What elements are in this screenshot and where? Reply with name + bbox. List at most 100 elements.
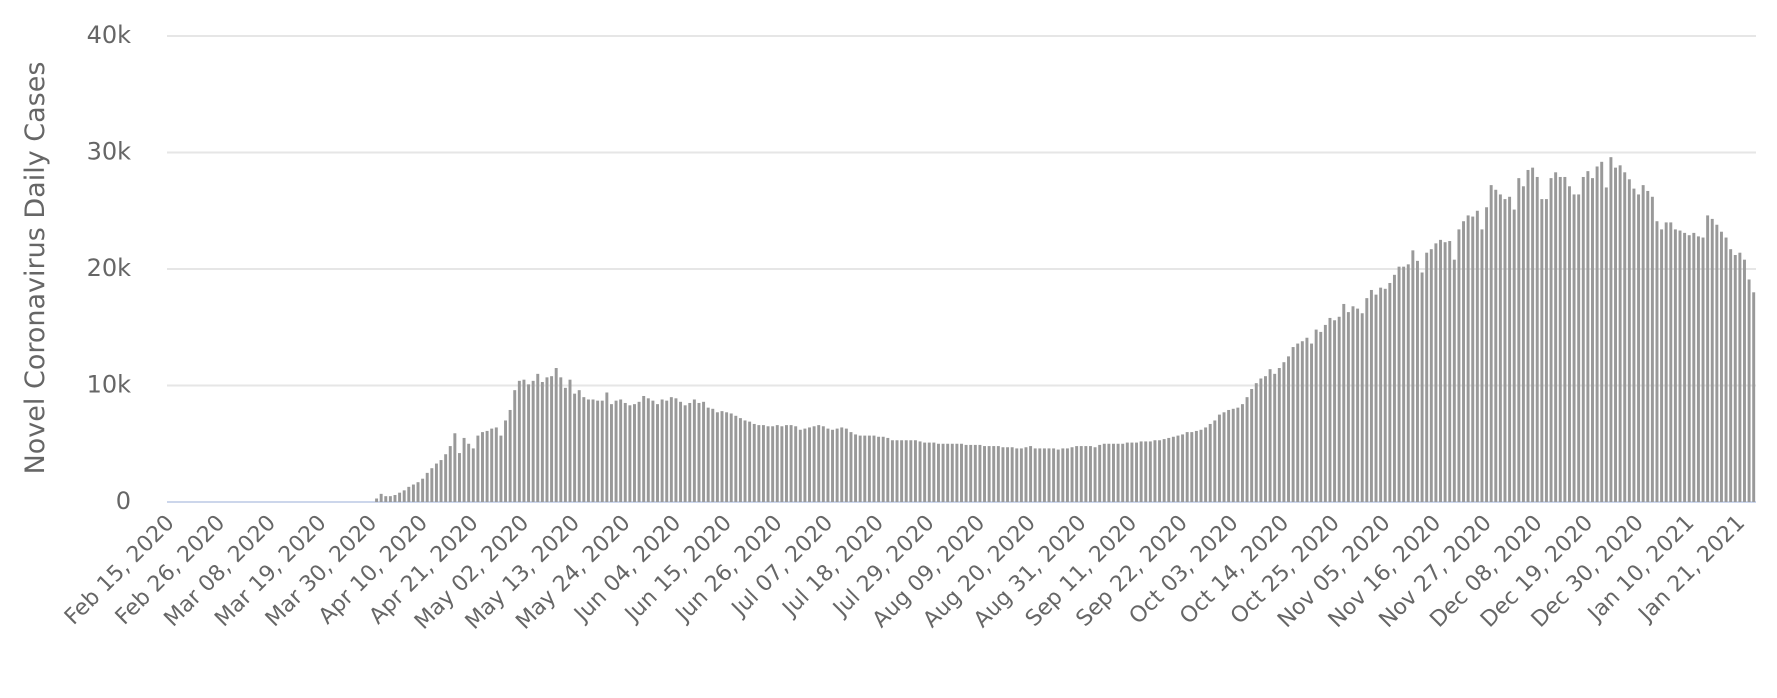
bar bbox=[1240, 404, 1244, 502]
bar bbox=[462, 437, 466, 502]
bar bbox=[734, 415, 738, 502]
bar bbox=[715, 412, 719, 502]
bar bbox=[1655, 221, 1659, 503]
bar bbox=[490, 428, 494, 502]
bar bbox=[1632, 188, 1636, 503]
bar bbox=[1696, 236, 1700, 502]
bar bbox=[605, 392, 609, 502]
bar bbox=[1319, 331, 1323, 502]
bar bbox=[1296, 343, 1300, 502]
bar bbox=[1010, 447, 1014, 502]
bar bbox=[1250, 388, 1254, 502]
bar bbox=[577, 390, 581, 502]
bar bbox=[1480, 229, 1484, 502]
bar bbox=[858, 435, 862, 502]
bar bbox=[1443, 242, 1447, 502]
bar bbox=[1167, 437, 1171, 502]
bar bbox=[1627, 179, 1631, 503]
bar bbox=[596, 400, 600, 502]
bar bbox=[803, 428, 807, 502]
bar bbox=[1448, 241, 1452, 503]
bar bbox=[651, 400, 655, 502]
bar bbox=[729, 413, 733, 502]
bar bbox=[1641, 185, 1645, 502]
bar bbox=[1618, 165, 1622, 502]
bar bbox=[1310, 343, 1314, 502]
bar bbox=[513, 390, 517, 502]
bar bbox=[1614, 167, 1617, 502]
bar bbox=[1683, 232, 1687, 502]
bar bbox=[955, 443, 959, 502]
bar bbox=[706, 407, 710, 502]
bar bbox=[1079, 446, 1083, 502]
bar bbox=[1692, 232, 1696, 502]
bar bbox=[1526, 169, 1530, 502]
bar bbox=[1135, 442, 1138, 502]
bar bbox=[1346, 312, 1350, 502]
bar bbox=[808, 427, 811, 502]
bar bbox=[1715, 224, 1719, 503]
bar bbox=[964, 444, 968, 502]
bar bbox=[1595, 166, 1599, 503]
bar bbox=[559, 377, 563, 502]
bar bbox=[1102, 443, 1106, 502]
bar bbox=[1485, 207, 1489, 502]
bar bbox=[623, 402, 627, 502]
bar bbox=[1208, 423, 1212, 502]
bar bbox=[1563, 176, 1567, 502]
bar bbox=[1268, 369, 1272, 502]
bar bbox=[1148, 441, 1152, 502]
bar bbox=[619, 399, 623, 502]
bar bbox=[960, 443, 963, 502]
bar bbox=[932, 442, 936, 502]
bar bbox=[1512, 209, 1516, 502]
bar bbox=[757, 425, 761, 502]
bar bbox=[471, 448, 475, 502]
bar bbox=[1176, 435, 1180, 502]
bar bbox=[609, 404, 613, 502]
bar bbox=[1452, 259, 1456, 502]
bar bbox=[1277, 368, 1281, 502]
bar bbox=[517, 380, 521, 502]
bar bbox=[1204, 427, 1208, 502]
bar bbox=[1217, 414, 1221, 502]
bar bbox=[1392, 274, 1396, 502]
bar bbox=[1171, 436, 1175, 502]
bar bbox=[752, 423, 756, 502]
bar bbox=[1158, 440, 1162, 502]
bar bbox=[1245, 397, 1249, 502]
bar bbox=[1061, 448, 1065, 502]
bar bbox=[554, 368, 558, 502]
bar bbox=[1591, 178, 1594, 502]
bar bbox=[402, 490, 406, 502]
bar bbox=[1752, 292, 1756, 502]
bar bbox=[743, 420, 747, 502]
bar bbox=[1466, 215, 1470, 502]
bar bbox=[1586, 171, 1590, 502]
bar bbox=[1498, 194, 1502, 502]
bar bbox=[481, 432, 484, 502]
bar bbox=[1664, 222, 1668, 502]
bar bbox=[821, 426, 825, 502]
y-tick-label: 0 bbox=[116, 487, 131, 515]
bar bbox=[467, 443, 471, 502]
bar bbox=[1494, 189, 1498, 502]
bar bbox=[1314, 329, 1318, 502]
bar bbox=[1181, 434, 1185, 502]
bar bbox=[600, 400, 604, 502]
bar bbox=[1130, 442, 1134, 502]
bar bbox=[1015, 448, 1019, 502]
bar bbox=[987, 446, 991, 502]
bar bbox=[1508, 196, 1512, 502]
bar bbox=[504, 420, 507, 502]
bar bbox=[1637, 194, 1641, 502]
bar bbox=[439, 460, 443, 502]
bar bbox=[1190, 432, 1194, 502]
bar bbox=[909, 440, 913, 502]
bar bbox=[697, 402, 701, 502]
bar bbox=[416, 482, 420, 502]
bar bbox=[1678, 230, 1682, 502]
y-tick-label: 30k bbox=[87, 138, 132, 166]
bar bbox=[738, 418, 742, 502]
